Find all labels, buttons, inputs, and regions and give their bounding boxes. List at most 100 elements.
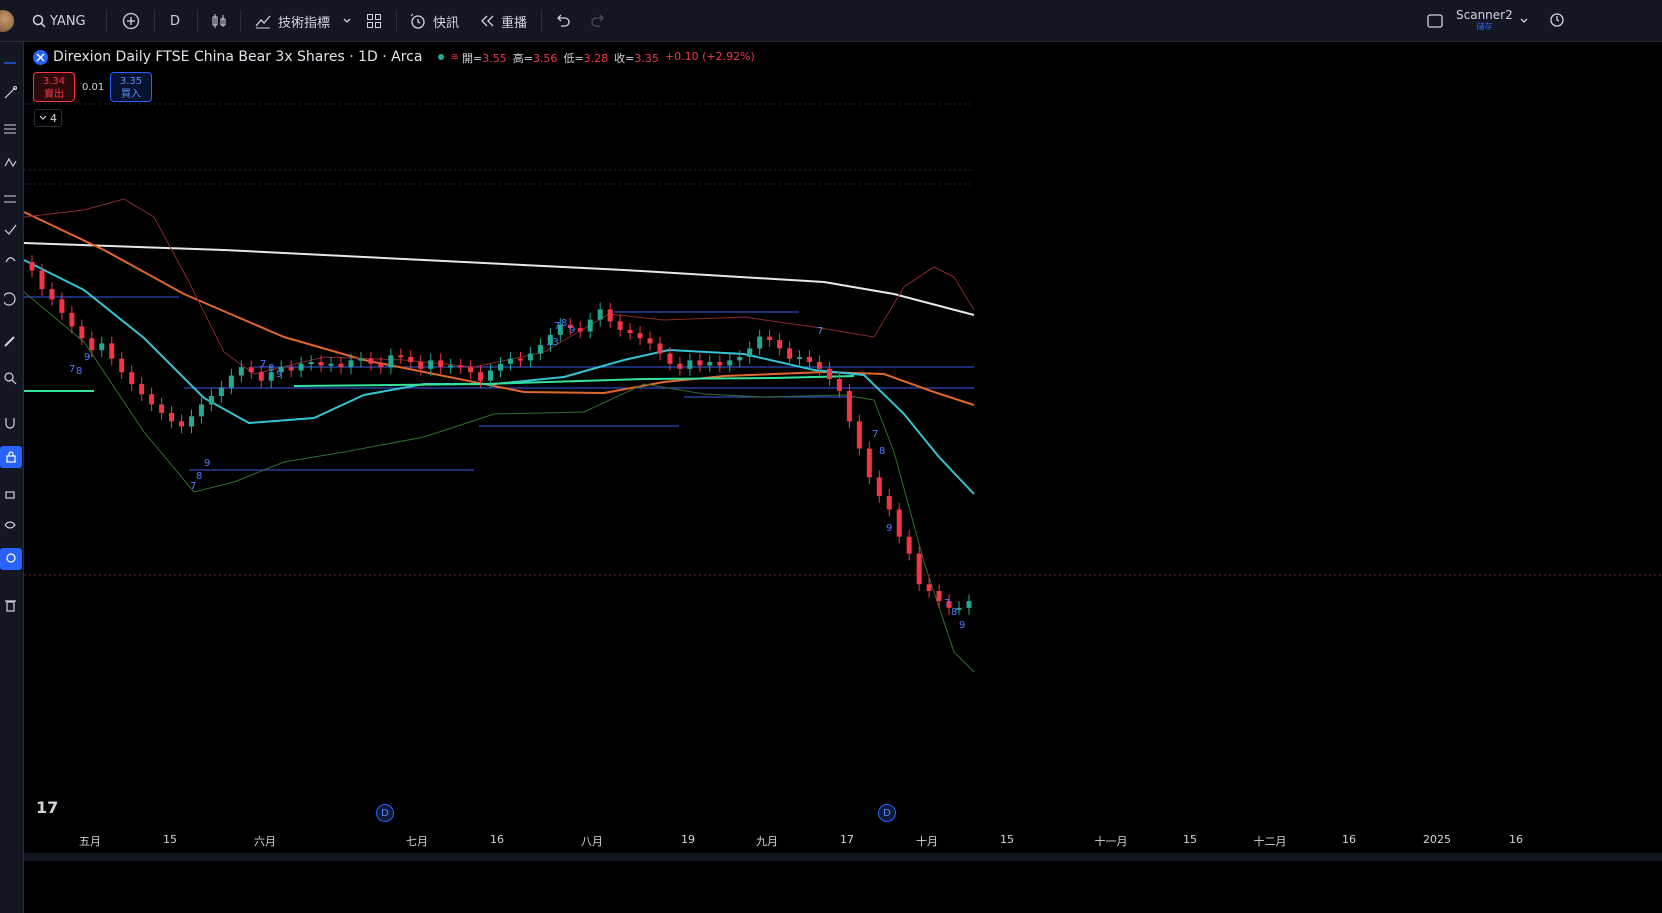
indicators-collapse-button[interactable]: 4 — [34, 109, 62, 127]
dividend-marker[interactable]: D — [376, 804, 394, 822]
brush-tool[interactable] — [0, 218, 22, 240]
sequential-count-label: 13 — [546, 337, 559, 348]
bollinger-upper-line — [24, 198, 975, 375]
sell-button[interactable]: 3.34 賣出 — [33, 72, 75, 102]
layout-grid-button[interactable] — [366, 0, 382, 42]
eye-icon — [4, 521, 16, 529]
sequential-count-label: 8 — [951, 607, 957, 618]
trend-line-tool[interactable] — [0, 82, 22, 104]
magnet-tool[interactable] — [0, 412, 22, 434]
bottom-panel-edge — [24, 853, 1662, 861]
redo-button[interactable] — [590, 0, 606, 42]
indicators-button[interactable]: 技術指標 — [254, 0, 330, 42]
lock-icon — [5, 491, 15, 499]
toolbar-divider — [396, 10, 397, 32]
candle-body — [906, 536, 912, 554]
delete-tool[interactable] — [0, 594, 22, 616]
candle-body — [29, 262, 35, 271]
candle-body — [198, 404, 204, 417]
candle-body — [667, 353, 673, 364]
symbol-search-button[interactable]: YANG — [32, 0, 86, 42]
tradingview-logo[interactable]: 17 — [36, 798, 59, 817]
layout-name-button[interactable]: Scanner2 儲存 — [1456, 0, 1513, 42]
fib-retracement-icon — [4, 124, 16, 134]
candle-body — [149, 394, 155, 405]
candle-body — [488, 370, 494, 381]
interval-button[interactable]: D — [170, 0, 180, 42]
sell-label: 賣出 — [44, 89, 64, 100]
ma-mid-orange-line — [24, 211, 975, 406]
layout-menu-button[interactable] — [1519, 0, 1529, 42]
candle-body — [179, 421, 185, 427]
stay-in-drawing-tool[interactable] — [0, 446, 22, 468]
chevron-down-icon — [1520, 18, 1528, 23]
chevron-down-icon — [39, 115, 47, 120]
toolbar-divider — [197, 10, 198, 32]
replay-label: 重播 — [501, 15, 528, 31]
alarm-clock-icon — [410, 13, 425, 29]
wave-icon: ≋ — [450, 51, 459, 63]
candle-body — [627, 329, 633, 334]
candle-body — [69, 312, 75, 327]
undo-button[interactable] — [555, 0, 571, 42]
lock-tool[interactable] — [0, 482, 22, 504]
sequential-count-label: 7 — [554, 321, 560, 332]
chart-type-button[interactable] — [210, 0, 228, 42]
candle-body — [507, 358, 513, 364]
projection-icon — [4, 195, 16, 203]
pattern-icon — [4, 157, 17, 168]
top-toolbar: YANG D 技術指標 快訊 重播 Scanner2 儲存 — [0, 0, 1662, 42]
circle-icon — [4, 292, 16, 306]
fib-tool[interactable] — [0, 118, 22, 140]
market-status[interactable]: ≋ — [438, 51, 459, 63]
candle-body — [468, 367, 474, 373]
buy-button[interactable]: 3.35 買入 — [110, 72, 152, 102]
candle-body — [886, 496, 892, 510]
candle-body — [49, 289, 55, 300]
add-circle-icon — [122, 12, 140, 30]
time-axis[interactable]: 五月 15 六月 七月 16 八月 19 九月 17 十月 15 十一月 15 … — [24, 825, 1662, 853]
candle-body — [657, 343, 663, 354]
zoom-tool[interactable] — [0, 368, 22, 390]
compare-symbol-button[interactable] — [122, 0, 140, 42]
time-axis-label: 16 — [490, 833, 504, 846]
crosshair-tool[interactable] — [0, 52, 22, 74]
candle-body — [348, 360, 354, 368]
candle-body — [119, 358, 125, 373]
shapes-tool[interactable] — [0, 288, 22, 310]
candle-body — [458, 365, 464, 368]
ruler-tool[interactable] — [0, 330, 22, 352]
time-axis-label: 九月 — [756, 835, 778, 848]
candle-body — [308, 362, 314, 365]
brush-icon — [4, 224, 17, 235]
ruler-icon — [4, 336, 15, 347]
dividend-marker[interactable]: D — [878, 804, 896, 822]
candle-body — [378, 363, 384, 368]
indicator-templates-button[interactable] — [342, 0, 352, 42]
layout-save-status: 儲存 — [1476, 22, 1493, 31]
high-label: 高= — [512, 52, 533, 65]
replay-button[interactable]: 重播 — [479, 0, 527, 42]
arc-icon — [5, 257, 16, 263]
hide-drawings-tool[interactable] — [0, 514, 22, 536]
layout-toggle-button[interactable] — [1426, 0, 1444, 42]
candle-body — [139, 384, 145, 395]
time-axis-label: 16 — [1342, 833, 1356, 846]
sequential-count-label: 8 — [879, 446, 885, 457]
projection-tool[interactable] — [0, 188, 22, 210]
ohlc-values: 開=3.55 高=3.56 低=3.28 收=3.35 +0.10 (+2.92… — [462, 50, 755, 66]
candle-body — [876, 477, 882, 496]
candle-body — [218, 387, 224, 396]
sequential-count-label: 8 — [196, 471, 202, 482]
series-legend[interactable]: Direxion Daily FTSE China Bear 3x Shares… — [33, 47, 459, 67]
pattern-tool[interactable] — [0, 152, 22, 174]
candle-body — [557, 324, 563, 335]
sell-price: 3.34 — [42, 76, 66, 87]
user-avatar[interactable] — [0, 10, 14, 32]
quick-search-button[interactable] — [1549, 0, 1567, 42]
text-tool[interactable] — [0, 248, 22, 270]
candle-body — [517, 358, 523, 361]
alerts-button[interactable]: 快訊 — [409, 0, 459, 42]
object-tree-tool[interactable] — [0, 548, 22, 570]
